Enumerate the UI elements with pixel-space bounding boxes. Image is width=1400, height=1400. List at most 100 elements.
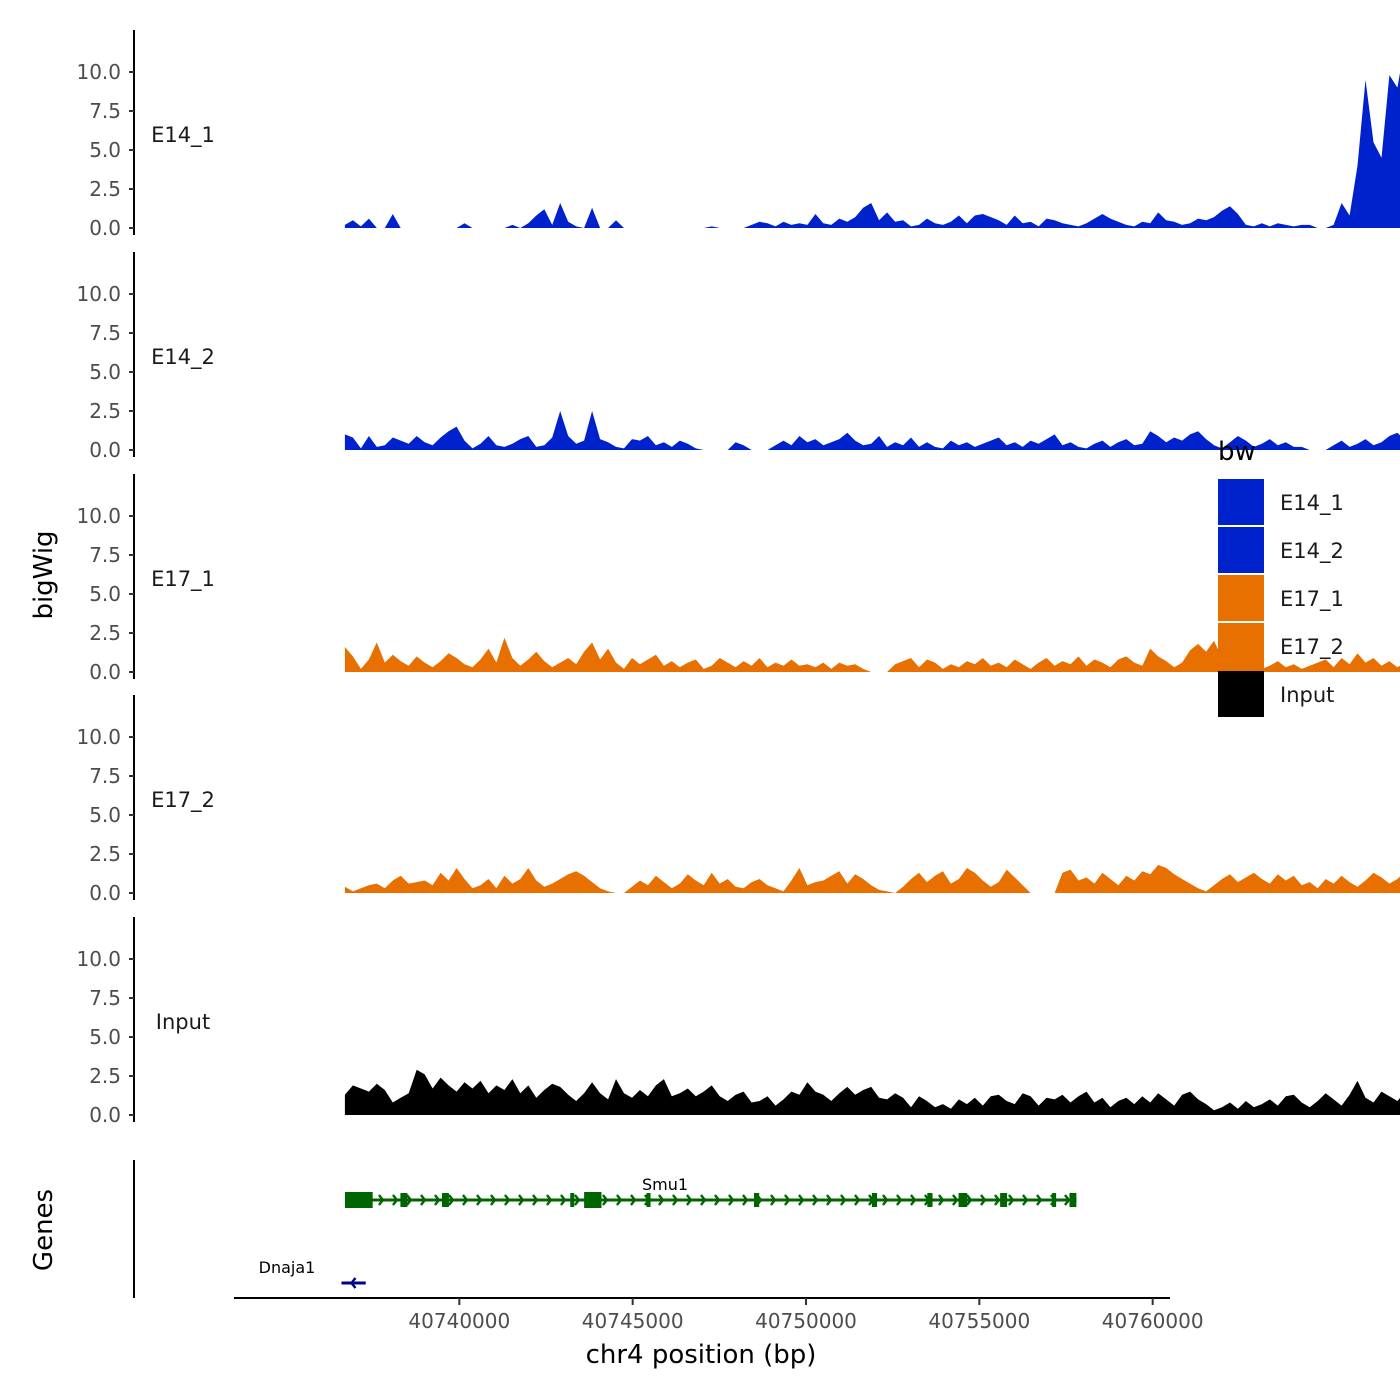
y-tick-label: 10.0 [76, 504, 121, 528]
genes-axis-title: Genes [29, 1189, 59, 1271]
exon [754, 1193, 760, 1207]
strand-chevron [475, 1194, 483, 1206]
x-tick-label: 40760000 [1102, 1309, 1204, 1333]
legend-swatch [1218, 575, 1264, 621]
strand-chevron [825, 1194, 833, 1206]
strand-chevron [489, 1194, 497, 1206]
legend-item-E14_1: E14_1 [1218, 479, 1344, 525]
legend: bw E14_1 E14_2 E17_1 E17_2 Input [1218, 437, 1344, 717]
strand-chevron [1063, 1194, 1071, 1206]
strand-chevron [615, 1194, 623, 1206]
track-label: Input [156, 1010, 210, 1034]
exon [584, 1192, 602, 1208]
track-label: E17_1 [151, 567, 215, 592]
track-E17_1: 0.0 2.5 5.0 7.5 10.0 E17_1 [76, 474, 1400, 684]
strand-chevron [811, 1194, 819, 1206]
strand-chevron [405, 1194, 413, 1206]
signal-area [344, 1069, 1400, 1115]
gene-label: Dnaja1 [259, 1258, 316, 1277]
strand-chevron [461, 1194, 469, 1206]
track-label: E14_1 [151, 123, 215, 148]
gene-Dnaja1: Dnaja1 [259, 1258, 366, 1289]
exon [646, 1193, 651, 1207]
y-tick-label: 5.0 [89, 138, 121, 162]
strand-chevron [853, 1194, 861, 1206]
strand-chevron [713, 1194, 721, 1206]
track-label: E14_2 [151, 345, 215, 370]
exon [1069, 1193, 1077, 1207]
y-tick-label: 7.5 [89, 321, 121, 345]
exon [400, 1193, 408, 1207]
strand-chevron [391, 1194, 399, 1206]
strand-chevron [741, 1194, 749, 1206]
legend-item-Input: Input [1218, 671, 1334, 717]
legend-title: bw [1218, 437, 1256, 467]
y-tick-label: 0.0 [89, 660, 121, 684]
y-tick-label: 7.5 [89, 764, 121, 788]
y-tick-label: 2.5 [89, 177, 121, 201]
y-tick-label: 5.0 [89, 582, 121, 606]
y-tick-label: 10.0 [76, 282, 121, 306]
signal-area [344, 411, 1400, 450]
exon [1000, 1193, 1008, 1207]
strand-chevron [419, 1194, 427, 1206]
exon [958, 1193, 968, 1207]
strand-chevron [545, 1194, 553, 1206]
strand-chevron [531, 1194, 539, 1206]
y-tick-label: 2.5 [89, 621, 121, 645]
track-label: E17_2 [151, 788, 215, 813]
y-tick-label: 10.0 [76, 60, 121, 84]
x-tick-label: 40755000 [928, 1309, 1030, 1333]
strand-chevron [951, 1194, 959, 1206]
legend-label: E17_2 [1280, 635, 1344, 660]
strand-chevron [895, 1194, 903, 1206]
strand-chevron [601, 1194, 609, 1206]
strand-chevron [517, 1194, 525, 1206]
x-axis-title: chr4 position (bp) [586, 1340, 817, 1370]
x-tick-label: 40750000 [755, 1309, 857, 1333]
strand-chevron [783, 1194, 791, 1206]
track-E17_2: 0.0 2.5 5.0 7.5 10.0 E17_2 [76, 695, 1400, 905]
exon [927, 1193, 933, 1207]
track-Input: 0.0 2.5 5.0 7.5 10.0 Input [76, 917, 1400, 1127]
signal-area [344, 72, 1400, 228]
y-tick-label: 7.5 [89, 543, 121, 567]
signal-tracks: 0.0 2.5 5.0 7.5 10.0 E14_1 0.0 2.5 5.0 7.5 10.0 E14… [76, 30, 1400, 1127]
strand-chevron [979, 1194, 987, 1206]
strand-chevron [937, 1194, 945, 1206]
strand-chevron [573, 1194, 581, 1206]
legend-item-E14_2: E14_2 [1218, 527, 1344, 573]
strand-chevron [699, 1194, 707, 1206]
track-E14_1: 0.0 2.5 5.0 7.5 10.0 E14_1 [76, 30, 1400, 240]
y-tick-label: 0.0 [89, 881, 121, 905]
strand-chevron [909, 1194, 917, 1206]
strand-chevron [559, 1194, 567, 1206]
genes-panel: Smu1 Dnaja1 [133, 1160, 1077, 1298]
y-axis-title: bigWig [29, 530, 59, 619]
legend-swatch [1218, 623, 1264, 669]
y-tick-label: 0.0 [89, 1103, 121, 1127]
strand-chevron [349, 1277, 357, 1289]
strand-chevron [1021, 1194, 1029, 1206]
y-tick-label: 2.5 [89, 842, 121, 866]
signal-area [344, 637, 1400, 672]
strand-chevron [377, 1194, 385, 1206]
strand-chevron [671, 1194, 679, 1206]
y-tick-label: 2.5 [89, 399, 121, 423]
strand-chevron [1035, 1194, 1043, 1206]
strand-chevron [447, 1194, 455, 1206]
strand-chevron [685, 1194, 693, 1206]
gene-Smu1: Smu1 [344, 1175, 1077, 1208]
legend-swatch [1218, 527, 1264, 573]
strand-chevron [727, 1194, 735, 1206]
legend-swatch [1218, 671, 1264, 717]
strand-chevron [881, 1194, 889, 1206]
y-tick-label: 5.0 [89, 360, 121, 384]
exon [442, 1193, 449, 1207]
y-tick-label: 5.0 [89, 803, 121, 827]
y-tick-label: 7.5 [89, 986, 121, 1010]
y-tick-label: 2.5 [89, 1064, 121, 1088]
x-tick-label: 40740000 [408, 1309, 510, 1333]
x-axis: 40740000 40745000 40750000 40755000 40760000 [234, 1297, 1204, 1333]
